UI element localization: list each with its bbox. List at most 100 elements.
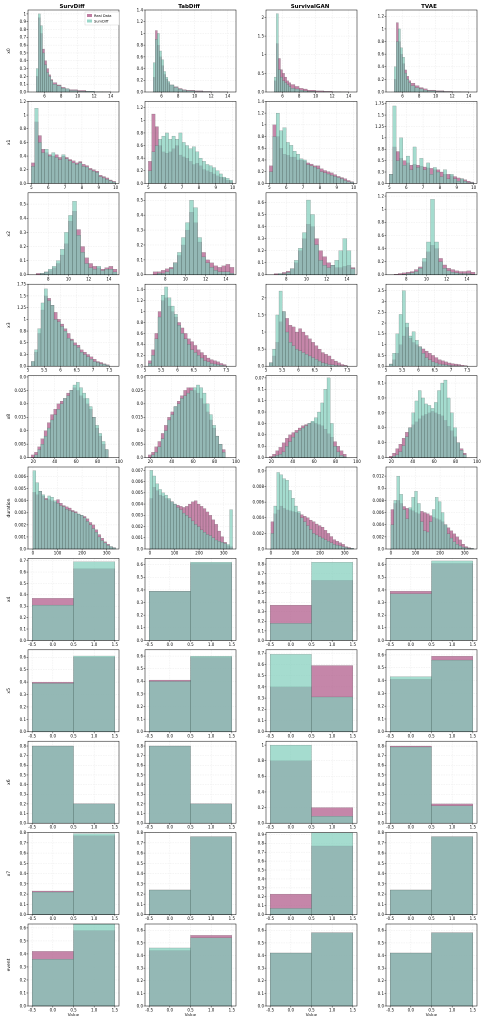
bar-synth bbox=[314, 359, 319, 367]
bar-synth bbox=[307, 423, 312, 458]
y-tick-label: 0.4 bbox=[378, 782, 385, 787]
bar-synth bbox=[282, 80, 285, 93]
bar-synth bbox=[402, 165, 407, 184]
x-tick-label: 0.5 bbox=[70, 642, 77, 647]
x-tick-label: 1.5 bbox=[350, 1008, 357, 1013]
y-tick-label: 0.006 bbox=[15, 474, 27, 479]
bar-synth bbox=[402, 290, 406, 367]
bar-synth bbox=[409, 169, 414, 184]
bar-synth bbox=[302, 232, 307, 275]
y-tick-label: 0.2 bbox=[20, 615, 27, 620]
bar-synth bbox=[31, 361, 35, 367]
bar-synth bbox=[443, 169, 447, 184]
y-tick-label: 0.005 bbox=[15, 486, 27, 491]
bar-synth bbox=[340, 178, 344, 184]
y-tick-label: 0.5 bbox=[258, 212, 265, 217]
bar-synth bbox=[154, 145, 159, 184]
bar-synth bbox=[53, 414, 58, 458]
bar-synth bbox=[414, 400, 419, 458]
axes-frame bbox=[27, 466, 120, 550]
y-tick-label: 0.002 bbox=[15, 522, 27, 527]
bar-synth bbox=[157, 33, 160, 93]
y-tick-label: 0.0 bbox=[258, 421, 265, 426]
bar-synth bbox=[323, 172, 327, 184]
bar-synth bbox=[430, 199, 435, 275]
x-tick-label: 6.5 bbox=[432, 368, 439, 373]
y-tick-label: 2 bbox=[261, 15, 264, 20]
y-tick-label: 0.5 bbox=[378, 665, 385, 670]
bar-synth bbox=[326, 541, 331, 550]
bar-synth bbox=[149, 745, 191, 824]
y-tick-label: 0.5 bbox=[20, 667, 27, 672]
x-tick-label: 8 bbox=[418, 94, 421, 99]
bar-synth bbox=[169, 84, 175, 93]
bar-synth bbox=[47, 427, 51, 458]
bar-synth bbox=[106, 545, 110, 550]
axes-frame bbox=[265, 192, 358, 276]
bar-synth bbox=[73, 344, 77, 367]
bar-synth bbox=[189, 390, 194, 458]
x-tick-label: 1.5 bbox=[350, 733, 357, 738]
bar-synth bbox=[311, 696, 353, 732]
y-tick-label: 0.4 bbox=[258, 876, 265, 881]
bar-synth bbox=[406, 79, 409, 93]
y-tick-label: 0.5 bbox=[20, 581, 27, 586]
bar-synth bbox=[456, 442, 460, 458]
axes-frame bbox=[144, 375, 237, 458]
y-tick-label: 0.5 bbox=[20, 861, 27, 866]
bar-synth bbox=[202, 532, 207, 550]
bar-synth bbox=[333, 176, 337, 184]
bar-synth bbox=[73, 803, 115, 824]
bar-synth bbox=[286, 84, 289, 93]
x-tick-label: 0.5 bbox=[187, 825, 194, 830]
y-tick-label: 0.6 bbox=[258, 774, 265, 779]
bar-synth bbox=[294, 505, 298, 550]
bar-synth bbox=[73, 923, 115, 1007]
y-tick-label: 0.3 bbox=[20, 230, 27, 235]
y-tick-label: 0.2 bbox=[378, 801, 385, 806]
bar-synth bbox=[219, 173, 223, 184]
y-tick-label: 0.3 bbox=[378, 881, 385, 886]
y-tick-label: 0.8 bbox=[137, 43, 144, 48]
x-tick-label: 0.0 bbox=[167, 825, 174, 830]
x-tick-label: 6 bbox=[176, 368, 179, 373]
x-tick-label: 10 bbox=[230, 185, 236, 190]
bar-synth bbox=[94, 531, 98, 550]
y-tick-label: 0.1 bbox=[378, 380, 385, 385]
y-tick-label: 0.0 bbox=[258, 444, 265, 449]
axes-frame bbox=[265, 9, 358, 93]
x-tick-label: 7 bbox=[302, 185, 305, 190]
bar-synth bbox=[270, 908, 312, 915]
bar-synth bbox=[279, 474, 283, 550]
y-tick-label: 1.2 bbox=[137, 19, 144, 24]
axes-frame bbox=[27, 375, 120, 458]
x-tick-label: 1.5 bbox=[112, 916, 119, 921]
bar-synth bbox=[163, 71, 166, 93]
bar-synth bbox=[91, 528, 96, 550]
y-tick-label: 1.2 bbox=[378, 193, 385, 198]
bar-synth bbox=[191, 520, 195, 550]
x-tick-label: 1.5 bbox=[112, 1008, 119, 1013]
y-tick-label: 0.3 bbox=[20, 352, 27, 357]
bar-synth bbox=[176, 403, 181, 458]
bar-synth bbox=[313, 166, 317, 184]
bar-synth bbox=[104, 269, 110, 275]
bar-synth bbox=[44, 288, 48, 367]
bar-synth bbox=[324, 363, 328, 367]
bar-synth bbox=[334, 260, 339, 275]
bar-synth bbox=[418, 88, 424, 93]
y-tick-label: 1.25 bbox=[375, 124, 384, 129]
bar-synth bbox=[200, 357, 204, 367]
bar-synth bbox=[311, 932, 353, 1007]
x-tick-label: 0.0 bbox=[288, 733, 295, 738]
y-tick-label: 0.8 bbox=[258, 758, 265, 763]
y-tick-label: 0.2 bbox=[20, 801, 27, 806]
y-tick-label: 0.4 bbox=[258, 684, 265, 689]
x-tick-label: 8 bbox=[439, 185, 442, 190]
bar-synth bbox=[170, 305, 175, 367]
bar-synth bbox=[212, 425, 216, 458]
bar-synth bbox=[350, 268, 356, 275]
y-tick-label: 0.4 bbox=[137, 342, 144, 347]
y-tick-label: 0.0 bbox=[137, 638, 144, 643]
panel-x5-survdiff: 0.00.10.20.30.40.50.6-0.5 0.0 0.5 1.0 1.5 bbox=[20, 649, 120, 738]
